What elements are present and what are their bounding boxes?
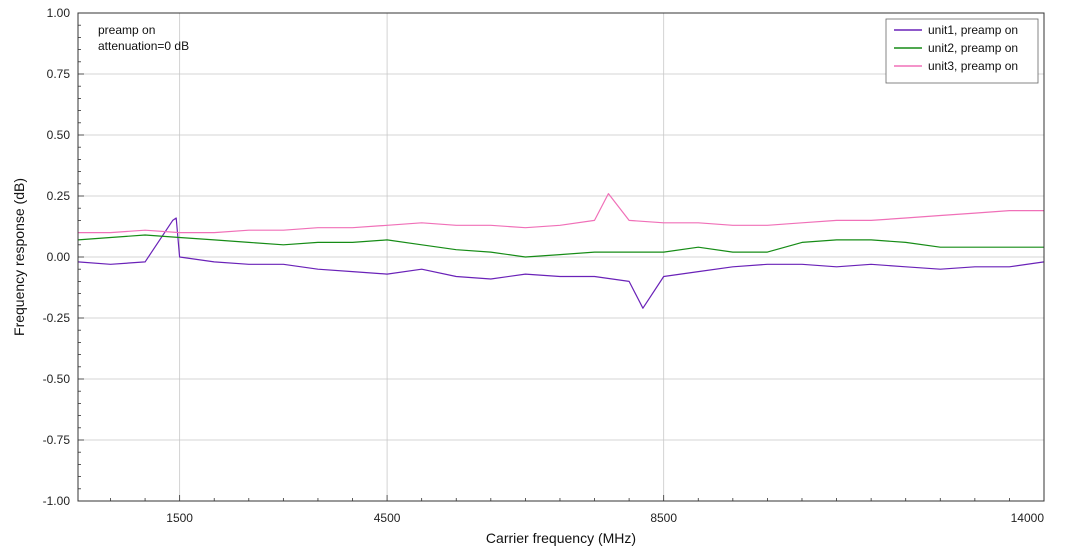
series-line-unit3 [78,193,1044,234]
plot-frame [77,12,1045,502]
x-tick-label: 4500 [374,511,401,525]
x-axis-title: Carrier frequency (MHz) [486,530,636,546]
series-line-unit1 [77,217,1045,309]
y-tick-label: 0.00 [47,250,71,264]
annotation-attenuation: attenuation=0 dB [98,39,189,53]
legend-label-unit2: unit2, preamp on [928,41,1018,55]
y-tick-label: -1.00 [43,494,71,508]
x-tick-label: 14000 [1011,511,1045,525]
x-tick-label: 8500 [650,511,677,525]
y-tick-label: 0.25 [47,189,71,203]
x-tick-label: 1500 [166,511,193,525]
y-tick-label: 1.00 [47,6,71,20]
legend: unit1, preamp on unit2, preamp on unit3, p… [885,18,1039,84]
x-tick-labels: 1500 4500 8500 14000 [166,511,1044,525]
y-tick-label: -0.25 [43,311,71,325]
y-tick-labels: 1.00 0.75 0.50 0.25 0.00 -0.25 -0.50 -0.75 -1.00 [43,6,71,508]
y-tick-label: -0.50 [43,372,71,386]
y-tick-label: -0.75 [43,433,71,447]
annotation-preamp: preamp on [98,23,155,37]
y-tick-label: 0.75 [47,67,71,81]
series-lines [77,193,1045,309]
y-tick-label: 0.50 [47,128,71,142]
legend-label-unit3: unit3, preamp on [928,59,1018,73]
y-axis-title: Frequency response (dB) [11,178,27,336]
series-line-unit2 [77,234,1044,258]
legend-label-unit1: unit1, preamp on [928,23,1018,37]
